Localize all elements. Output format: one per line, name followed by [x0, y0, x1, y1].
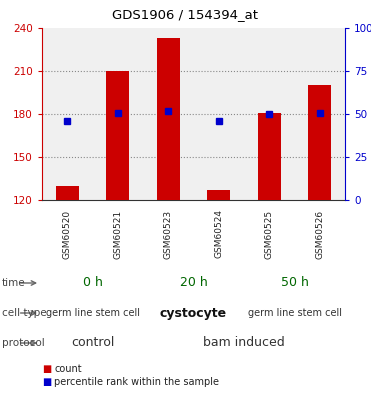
Text: 20 h: 20 h: [180, 277, 207, 290]
Text: germ line stem cell: germ line stem cell: [247, 308, 341, 318]
Text: 0 h: 0 h: [83, 277, 102, 290]
Text: control: control: [71, 337, 114, 350]
Text: count: count: [54, 364, 82, 374]
Text: GSM60525: GSM60525: [265, 209, 274, 258]
Text: GSM60523: GSM60523: [164, 209, 173, 258]
Text: protocol: protocol: [2, 338, 45, 348]
Text: cell type: cell type: [2, 308, 46, 318]
Text: GDS1906 / 154394_at: GDS1906 / 154394_at: [112, 8, 259, 21]
Text: GSM60526: GSM60526: [315, 209, 324, 258]
Bar: [207, 190, 230, 200]
Text: cystocyte: cystocyte: [160, 307, 227, 320]
Text: time: time: [2, 278, 26, 288]
Text: GSM60521: GSM60521: [113, 209, 122, 258]
Bar: [106, 71, 129, 200]
Bar: [258, 113, 280, 200]
Text: 50 h: 50 h: [280, 277, 308, 290]
Bar: [308, 85, 331, 200]
Text: bam induced: bam induced: [203, 337, 285, 350]
Text: ■: ■: [42, 377, 51, 387]
Text: ■: ■: [42, 364, 51, 374]
Text: GSM60524: GSM60524: [214, 209, 223, 258]
Bar: [56, 185, 79, 200]
Bar: [157, 38, 180, 200]
Text: GSM60520: GSM60520: [63, 209, 72, 258]
Text: germ line stem cell: germ line stem cell: [46, 308, 139, 318]
Text: percentile rank within the sample: percentile rank within the sample: [54, 377, 219, 387]
